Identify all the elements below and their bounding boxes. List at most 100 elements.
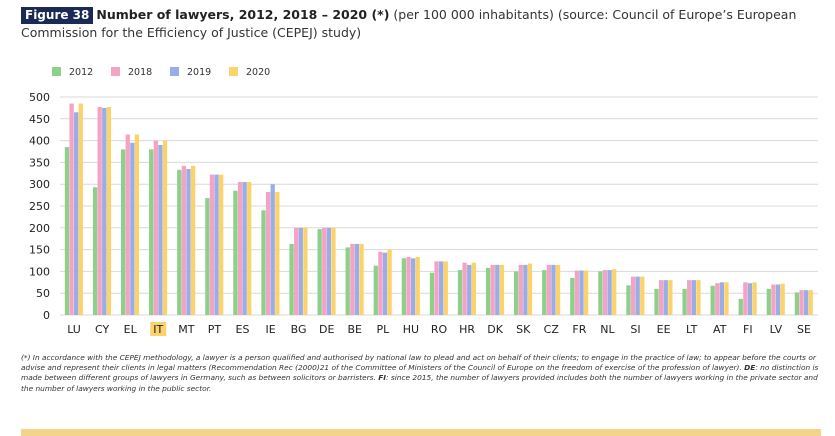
bar-IE-2019 [270, 184, 275, 315]
y-tick-label-350: 350 [29, 156, 50, 169]
x-tick-label-SI: SI [630, 323, 640, 336]
bar-EE-2019 [663, 280, 668, 315]
bar-RO-2020 [443, 261, 448, 315]
x-tick-label-SK: SK [516, 323, 531, 336]
bar-NL-2020 [612, 269, 617, 315]
bar-HR-2018 [462, 262, 467, 315]
x-tick-label-PL: PL [376, 323, 390, 336]
footnote-de-label: DE [744, 363, 756, 373]
bar-IE-2020 [275, 192, 280, 315]
bar-BG-2012 [289, 243, 294, 315]
bar-LU-2012 [64, 147, 70, 315]
x-tick-label-CZ: CZ [544, 323, 560, 336]
bar-PT-2019 [214, 174, 219, 315]
x-tick-label-NL: NL [600, 323, 615, 336]
bar-DE-2019 [326, 227, 332, 315]
bar-FI-2020 [752, 282, 757, 315]
x-tick-label-ES: ES [236, 323, 250, 336]
bar-HU-2020 [415, 257, 420, 315]
bar-SE-2020 [808, 290, 813, 315]
x-tick-label-DE: DE [319, 323, 334, 336]
bar-CZ-2019 [551, 264, 556, 315]
bar-PT-2020 [219, 174, 224, 315]
x-tick-label-BG: BG [291, 323, 307, 336]
x-tick-label-DK: DK [487, 323, 503, 336]
bar-LU-2018 [69, 103, 74, 315]
bar-IE-2012 [261, 210, 266, 315]
bar-DE-2012 [317, 229, 322, 315]
x-tick-label-MT: MT [178, 323, 194, 336]
y-tick-label-400: 400 [29, 135, 50, 148]
bar-NL-2012 [598, 271, 603, 315]
bar-PL-2020 [387, 249, 392, 315]
x-tick-label-IT: IT [153, 323, 163, 336]
bar-AT-2012 [710, 285, 715, 315]
bar-HU-2019 [410, 258, 416, 315]
bar-IE-2018 [265, 192, 271, 315]
x-tick-label-EE: EE [657, 323, 671, 336]
y-tick-label-500: 500 [29, 91, 50, 104]
bar-SI-2020 [640, 276, 645, 315]
bar-DE-2020 [331, 227, 336, 315]
bar-LT-2019 [691, 280, 696, 315]
bar-NL-2018 [602, 270, 608, 315]
y-tick-label-50: 50 [36, 287, 50, 300]
bar-EL-2020 [134, 134, 140, 315]
bar-LT-2012 [682, 288, 687, 315]
bar-CY-2019 [102, 107, 107, 316]
bar-SE-2012 [794, 292, 800, 315]
bar-LU-2019 [74, 112, 79, 315]
footnote-de-text: : no distinction is made between differe… [21, 363, 819, 383]
bar-FR-2020 [583, 270, 589, 315]
bar-ES-2019 [242, 182, 247, 315]
bar-MT-2012 [177, 169, 182, 315]
bar-LV-2019 [775, 284, 781, 315]
bar-RO-2012 [429, 272, 435, 315]
bar-MT-2019 [186, 168, 191, 315]
legend-swatch-2018 [111, 67, 120, 76]
bar-IT-2020 [162, 140, 168, 315]
bar-FI-2012 [738, 298, 743, 315]
y-tick-label-450: 450 [29, 113, 50, 126]
bar-EL-2012 [120, 149, 126, 315]
x-tick-label-FR: FR [572, 323, 586, 336]
x-tick-label-HU: HU [403, 323, 419, 336]
bar-PT-2018 [209, 174, 215, 315]
bar-BE-2020 [359, 243, 364, 315]
legend-label-2018: 2018 [128, 67, 152, 78]
x-tick-label-FI: FI [743, 323, 753, 336]
bar-EE-2018 [658, 280, 664, 315]
bar-SI-2012 [626, 285, 631, 315]
footnote-fi-label: FI [378, 373, 387, 383]
bar-HR-2020 [471, 262, 476, 315]
figure-subtitle-line1: (per 100 000 inhabitants) (source: Counc… [389, 7, 797, 22]
bar-PL-2018 [378, 251, 383, 315]
x-tick-label-LU: LU [67, 323, 81, 336]
bar-SK-2020 [527, 263, 533, 315]
bar-EE-2012 [654, 288, 659, 315]
bar-LU-2020 [78, 103, 83, 315]
legend-swatch-2020 [229, 67, 238, 76]
y-tick-label-250: 250 [29, 200, 50, 213]
bar-NL-2019 [607, 270, 612, 315]
bar-FR-2018 [574, 270, 580, 315]
bar-HR-2019 [467, 264, 472, 315]
footnote-fi-text: : since 2015, the number of lawyers prov… [21, 373, 818, 393]
legend-swatch-2012 [52, 67, 61, 76]
bar-CZ-2020 [555, 264, 561, 315]
bar-BG-2018 [294, 227, 299, 315]
bar-SK-2012 [514, 271, 519, 315]
bar-CY-2018 [97, 107, 102, 315]
legend-swatch-2019 [170, 67, 179, 76]
bar-MT-2020 [190, 165, 196, 315]
bar-MT-2018 [181, 165, 187, 315]
highlight-box-IT [150, 322, 167, 336]
bottom-decorative-band [21, 429, 821, 436]
bar-SI-2019 [635, 276, 640, 315]
x-tick-label-RO: RO [431, 323, 448, 336]
bar-BE-2012 [345, 247, 350, 315]
bar-EE-2020 [668, 280, 673, 315]
y-tick-label-200: 200 [29, 222, 50, 235]
bar-SK-2018 [518, 264, 523, 315]
x-tick-label-HR: HR [459, 323, 475, 336]
